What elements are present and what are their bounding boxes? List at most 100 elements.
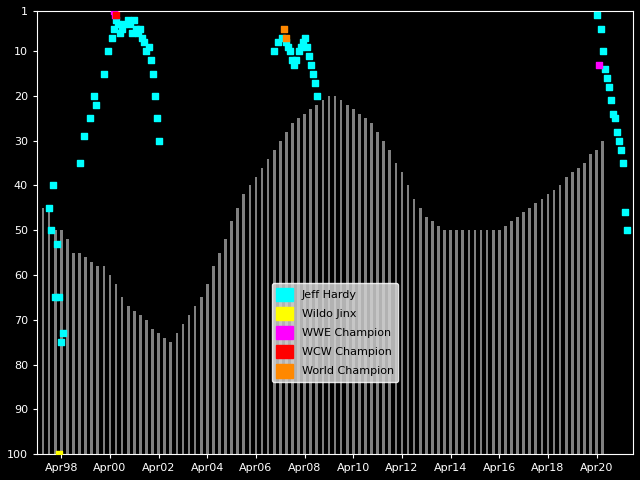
Jeff Hardy [74,159,84,167]
Jeff Hardy [150,92,160,100]
Jeff Hardy [79,132,89,140]
Bar [419,208,422,454]
Bar [206,284,209,454]
Jeff Hardy [103,48,113,55]
Jeff Hardy [604,83,614,91]
Jeff Hardy [287,56,298,64]
Bar [230,221,233,454]
WWE Champion [109,7,119,15]
Jeff Hardy [608,110,618,118]
Jeff Hardy [135,25,145,33]
Jeff Hardy [123,16,133,24]
Bar [498,230,500,454]
Bar [182,324,184,454]
Bar [243,194,245,454]
Bar [376,132,379,454]
Jeff Hardy [115,29,125,37]
Jeff Hardy [147,70,157,77]
Bar [504,226,507,454]
Jeff Hardy [310,79,320,86]
Bar [461,230,464,454]
Bar [255,177,257,454]
Jeff Hardy [312,92,322,100]
Wildo Jinx [54,450,65,458]
Jeff Hardy [56,338,67,346]
Bar [42,208,44,454]
Bar [547,194,549,454]
Bar [534,204,537,454]
Jeff Hardy [291,56,301,64]
Bar [151,329,154,454]
Jeff Hardy [305,61,316,69]
Jeff Hardy [46,227,56,234]
Bar [145,320,148,454]
Bar [115,284,117,454]
Jeff Hardy [154,137,164,144]
Bar [571,172,573,454]
Bar [157,333,160,454]
Jeff Hardy [595,25,605,33]
Bar [321,100,324,454]
Bar [54,230,56,454]
Bar [90,262,93,454]
Bar [48,208,51,454]
Bar [78,252,81,454]
Bar [236,208,239,454]
Bar [84,257,87,454]
Bar [388,150,391,454]
Jeff Hardy [303,52,314,60]
Jeff Hardy [622,227,632,234]
Jeff Hardy [50,294,60,301]
WWE Champion [593,61,604,69]
Bar [109,275,111,454]
Jeff Hardy [52,240,63,248]
Jeff Hardy [111,16,121,24]
Bar [127,306,130,454]
Jeff Hardy [269,48,279,55]
Bar [577,168,580,454]
Bar [358,114,360,454]
Bar [121,298,124,454]
Jeff Hardy [140,38,150,46]
WCW Champion [111,12,121,19]
Bar [333,96,336,454]
Jeff Hardy [129,16,140,24]
Jeff Hardy [125,21,136,28]
Bar [541,199,543,454]
Bar [303,114,306,454]
Jeff Hardy [99,70,109,77]
Jeff Hardy [119,21,129,28]
Bar [479,230,483,454]
Bar [352,109,355,454]
Bar [583,163,586,454]
Bar [589,154,592,454]
Bar [297,119,300,454]
Jeff Hardy [84,115,95,122]
Jeff Hardy [616,146,626,154]
Legend: Jeff Hardy, Wildo Jinx, WWE Champion, WCW Champion, World Champion: Jeff Hardy, Wildo Jinx, WWE Champion, WC… [272,283,398,382]
Jeff Hardy [107,34,117,42]
Jeff Hardy [145,56,156,64]
Bar [316,105,318,454]
Jeff Hardy [602,74,612,82]
Bar [36,194,38,454]
Jeff Hardy [138,34,148,42]
Jeff Hardy [296,43,306,50]
Bar [340,100,342,454]
Bar [309,109,312,454]
Bar [224,239,227,454]
Bar [139,315,141,454]
Bar [401,172,403,454]
Jeff Hardy [298,38,308,46]
Jeff Hardy [598,48,608,55]
Jeff Hardy [293,48,303,55]
World Champion [279,25,289,33]
Bar [97,266,99,454]
Jeff Hardy [289,61,300,69]
Bar [346,105,349,454]
Jeff Hardy [91,101,101,109]
Bar [163,337,166,454]
Jeff Hardy [131,25,141,33]
Bar [273,150,276,454]
Bar [406,185,410,454]
